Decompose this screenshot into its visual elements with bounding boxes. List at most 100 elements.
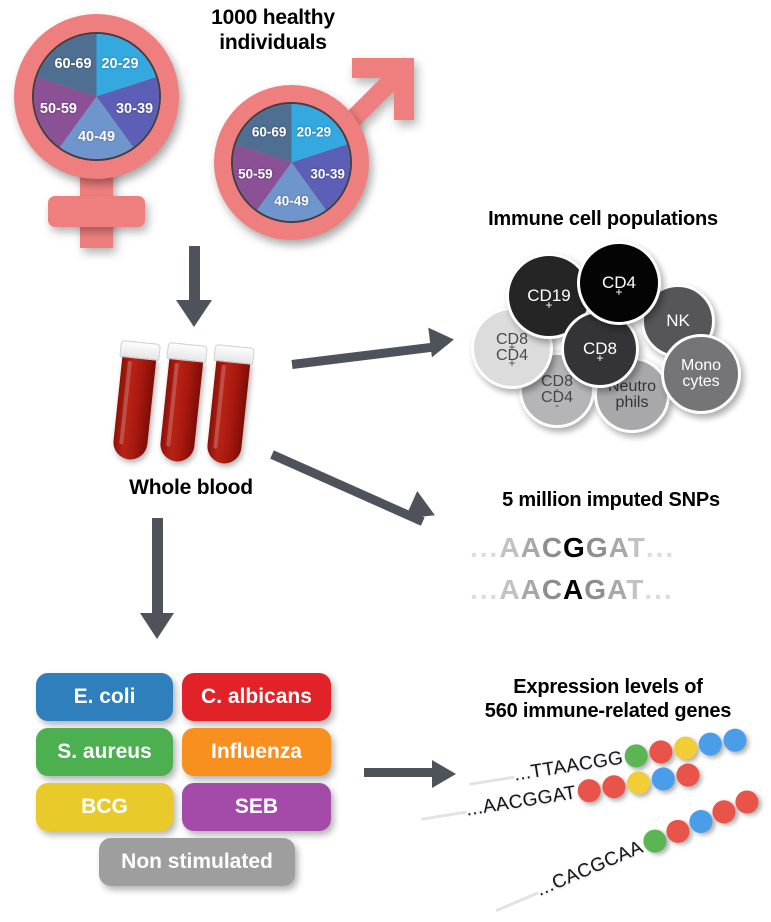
arrow-head xyxy=(428,324,456,358)
stimulus-label: C. albicans xyxy=(201,685,312,708)
tube-blood-fill xyxy=(205,358,251,466)
snp-base-group: A xyxy=(520,574,542,605)
stimulus-box-e-coli[interactable]: E. coli xyxy=(36,673,173,721)
stimulus-box-bcg[interactable]: BCG xyxy=(36,783,173,831)
stimulus-box-c-albicans[interactable]: C. albicans xyxy=(182,673,331,721)
stimulus-label: S. aureus xyxy=(57,740,152,763)
bubble-label-line: Neutro xyxy=(607,377,657,395)
snp-base-group: C xyxy=(541,574,564,605)
age-pie-svg xyxy=(34,34,159,159)
snp-base-group: A xyxy=(499,574,521,605)
expression-title-line1: Expression levels of xyxy=(513,676,703,698)
snps-title: 5 million imputed SNPs xyxy=(502,489,720,511)
expression-dot-red xyxy=(601,773,628,800)
bubble-label-line: CD19 + xyxy=(527,286,571,312)
arrow-shaft xyxy=(291,341,440,369)
snp-base-group: A xyxy=(607,574,627,605)
bubble-label-line: CD8 + xyxy=(495,330,528,354)
snp-base-group: T xyxy=(626,574,645,605)
expression-title-line2: 560 immune-related genes xyxy=(484,699,732,722)
page-title-cohort: 1000 healthy individuals xyxy=(172,6,374,56)
snp-base-group: T xyxy=(627,532,646,563)
strand-sequence-text: ...AACGGAT xyxy=(464,781,578,821)
strand-backbone xyxy=(420,810,467,821)
arrow-shaft xyxy=(189,246,200,306)
strand-backbone xyxy=(495,890,539,912)
bubble-label-line: CD4 + xyxy=(601,273,636,299)
snp-base-group: ... xyxy=(470,574,500,605)
pie-slice-50-59 xyxy=(233,144,292,210)
snp-variant-base: A xyxy=(563,574,585,605)
bubble-label-line: phils xyxy=(615,394,649,411)
whole-blood-tubes xyxy=(111,338,268,473)
pie-label-40-49: 40-49 xyxy=(274,193,309,208)
male-age-pie-chart: 20-29 30-39 40-49 50-59 60-69 xyxy=(231,102,352,223)
expression-dot-red xyxy=(675,761,702,789)
pie-label-50-59: 50-59 xyxy=(238,166,273,182)
expression-dot-yellow xyxy=(625,769,653,796)
expression-dot-red xyxy=(731,787,762,818)
strand-sequence-text: ...TTAACGG xyxy=(512,747,625,786)
snp-sequence-block: ...AACGGAT... ...AACAGAT... xyxy=(470,532,760,612)
stimulus-box-influenza[interactable]: Influenza xyxy=(182,728,331,776)
stimulus-box-non-stimulated[interactable]: Non stimulated xyxy=(99,838,295,886)
snp-base-group: C xyxy=(541,532,564,563)
pie-slice-20-29 xyxy=(96,34,156,97)
immune-cell-bubble-Monocytes: Mono cytes xyxy=(661,334,741,414)
pie-label-20-29: 20-29 xyxy=(101,56,139,73)
pie-slice-60-69 xyxy=(235,104,292,163)
snp-variant-base: G xyxy=(563,532,586,563)
tube-blood-fill xyxy=(111,354,157,462)
arrow-shaft xyxy=(152,518,163,618)
snp-base-group: A xyxy=(520,532,542,563)
immune-cell-bubble-Neutrophils: Neutro phils xyxy=(594,357,670,433)
pie-label-40-49: 40-49 xyxy=(77,128,116,145)
snp-base-group: A xyxy=(608,532,628,563)
immune-cell-bubble-CD8posCD4pos: CD8 + CD4 + xyxy=(471,307,553,389)
strand-sequence-text: ...CACGCAA xyxy=(533,836,647,901)
bubble-label-line: Mono xyxy=(680,356,722,374)
pie-label-60-69: 60-69 xyxy=(251,124,287,140)
pie-slice-20-29 xyxy=(291,104,348,163)
snp-base-group: ... xyxy=(470,532,500,563)
bubble-label-line: NK xyxy=(666,311,690,331)
female-gender-symbol: 20-29 30-39 40-49 50-59 60-69 xyxy=(14,14,194,248)
immune-cell-bubble-NK: NK xyxy=(641,284,715,358)
expression-dot-green xyxy=(639,826,670,857)
stimulus-label: Non stimulated xyxy=(121,850,273,873)
gene-strand: ...TTAACGG xyxy=(468,726,749,787)
stimulus-label: Influenza xyxy=(210,740,302,763)
snp-base-group: G xyxy=(585,532,609,563)
bubble-label-line: CD8- xyxy=(540,372,573,396)
pie-label-30-39: 30-39 xyxy=(310,166,345,182)
arrow-head xyxy=(176,300,212,327)
bubble-label-line: cytes xyxy=(682,373,720,390)
stimulus-label: SEB xyxy=(234,795,279,818)
tube-blood-fill xyxy=(158,356,204,464)
expression-dot-blue xyxy=(685,806,716,837)
expression-dot-green xyxy=(623,742,650,769)
arrow-head xyxy=(140,613,174,639)
stimulus-box-s-aureus[interactable]: S. aureus xyxy=(36,728,173,776)
stimulus-box-seb[interactable]: SEB xyxy=(182,783,331,831)
expression-dot-yellow xyxy=(672,734,699,762)
stimulus-label: E. coli xyxy=(73,685,136,708)
pie-slice-60-69 xyxy=(37,34,97,97)
pie-label-60-69: 60-69 xyxy=(54,56,92,73)
bubble-label-line: CD8 + xyxy=(582,339,617,365)
expression-dot-blue xyxy=(722,726,749,754)
snp-base-group: A xyxy=(499,532,521,563)
blood-tube xyxy=(158,341,208,464)
female-age-pie-chart: 20-29 30-39 40-49 50-59 60-69 xyxy=(32,32,161,161)
immune-cell-bubble-CD4pos: CD4 + xyxy=(577,241,661,325)
pie-slice-30-39 xyxy=(96,77,159,148)
age-pie-svg xyxy=(233,104,350,221)
snp-sequence-line: ...AACGGAT... xyxy=(470,532,675,564)
bubble-label-line: CD4 + xyxy=(495,347,528,371)
expression-dot-red xyxy=(647,738,675,766)
stimulus-label: BCG xyxy=(81,795,128,818)
arrow-head xyxy=(432,760,456,788)
expression-dot-red xyxy=(708,796,739,827)
gene-strand: ...CACGCAA xyxy=(495,787,762,912)
